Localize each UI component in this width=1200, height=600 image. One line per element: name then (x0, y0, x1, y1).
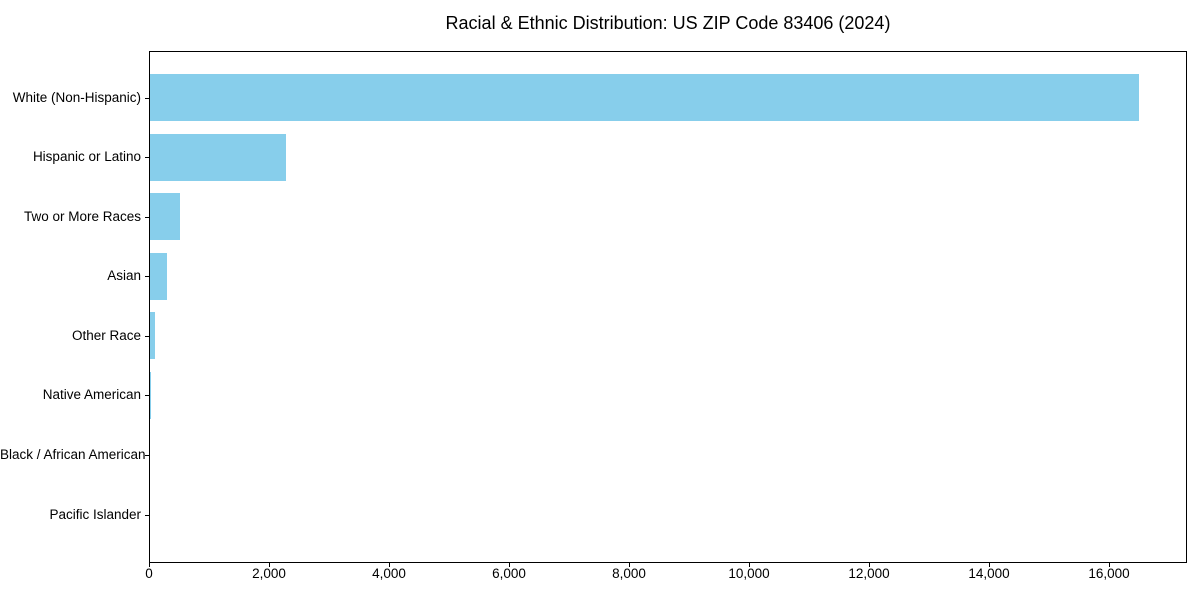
bar-other-race (150, 312, 155, 360)
x-tick-label: 16,000 (1088, 566, 1130, 581)
x-tick-mark (149, 563, 150, 567)
y-tick-label: Asian (107, 268, 141, 283)
x-tick-label: 4,000 (372, 566, 406, 581)
y-tick-mark (145, 395, 149, 396)
bar-native-american (150, 371, 151, 419)
y-tick-label: Other Race (71, 328, 141, 343)
bar-hispanic-or-latino (150, 133, 286, 181)
y-tick-mark (145, 455, 149, 456)
x-tick-label: 14,000 (968, 566, 1010, 581)
x-tick-mark (869, 563, 870, 567)
x-tick-mark (1109, 563, 1110, 567)
x-tick-mark (269, 563, 270, 567)
x-tick-label: 10,000 (728, 566, 770, 581)
plot-area (149, 51, 1187, 563)
y-tick-mark (145, 157, 149, 158)
bar-two-or-more-races (150, 193, 180, 241)
y-tick-label: White (Non-Hispanic) (12, 90, 141, 105)
x-tick-label: 6,000 (492, 566, 526, 581)
y-tick-label: Black / African American (0, 447, 146, 462)
bar-asian (150, 252, 167, 300)
y-tick-mark (145, 98, 149, 99)
y-tick-mark (145, 515, 149, 516)
x-tick-mark (749, 563, 750, 567)
y-tick-mark (145, 336, 149, 337)
x-tick-label: 8,000 (612, 566, 646, 581)
x-tick-mark (389, 563, 390, 567)
x-tick-label: 2,000 (252, 566, 286, 581)
x-tick-mark (629, 563, 630, 567)
y-tick-mark (145, 217, 149, 218)
x-tick-label: 0 (145, 566, 153, 581)
y-tick-label: Hispanic or Latino (32, 149, 141, 164)
y-tick-label: Native American (42, 387, 141, 402)
chart-title: Racial & Ethnic Distribution: US ZIP Cod… (445, 13, 891, 33)
bar-white-non-hispanic (150, 74, 1139, 122)
x-tick-label: 12,000 (848, 566, 890, 581)
y-tick-mark (145, 276, 149, 277)
y-tick-label: Two or More Races (23, 209, 141, 224)
x-tick-mark (989, 563, 990, 567)
x-tick-mark (509, 563, 510, 567)
y-tick-label: Pacific Islander (49, 507, 141, 522)
